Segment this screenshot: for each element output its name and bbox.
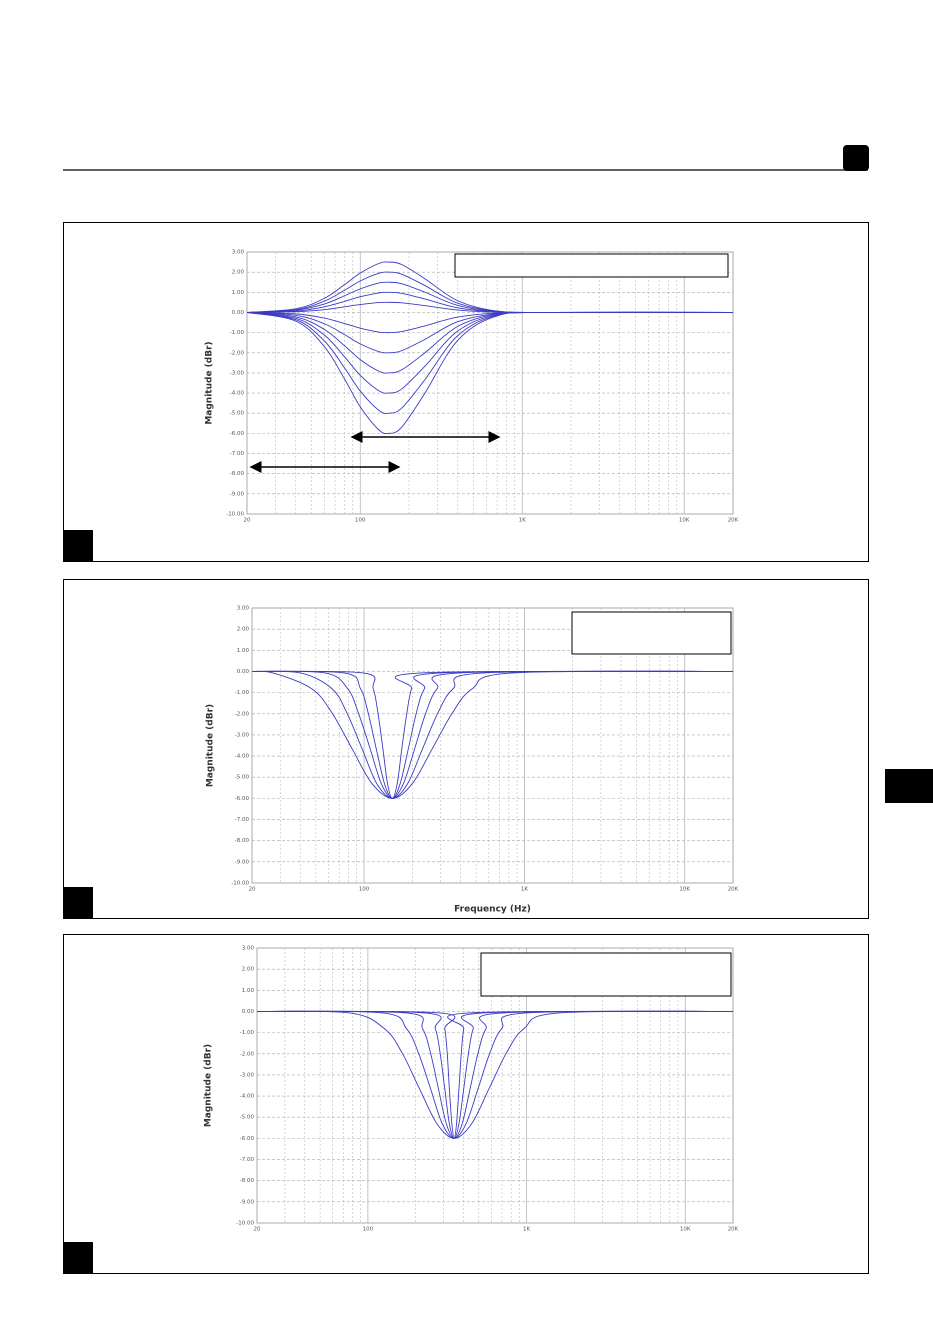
y-tick-label: -1.00 (235, 690, 250, 696)
y-tick-label: -7.00 (230, 451, 245, 457)
y-tick-label: -1.00 (240, 1030, 255, 1036)
y-tick-label: -2.00 (230, 350, 245, 356)
y-axis-label: Magnitude (dBr) (206, 704, 216, 787)
response-curve (251, 670, 734, 799)
panel-badge (63, 1242, 93, 1273)
response-curve (251, 670, 734, 799)
response-curve (256, 1010, 734, 1139)
y-tick-label: -4.00 (235, 754, 250, 760)
y-tick-label: 0.00 (237, 669, 250, 675)
panel (63, 579, 869, 919)
plots: 20 100 1K 10K 20K 3.00 2.00 1.00 0.00 -1.00 -2.00 -… (204, 250, 739, 1233)
response-curve (251, 670, 734, 799)
y-tick-label: -8.00 (240, 1178, 255, 1184)
y-tick-label: -2.00 (240, 1051, 255, 1057)
y-tick-label: -6.00 (230, 431, 245, 437)
response-curve (251, 670, 734, 799)
y-tick-label: -8.00 (230, 471, 245, 477)
y-tick-label: -5.00 (240, 1115, 255, 1121)
y-tick-label: -4.00 (240, 1094, 255, 1100)
plot-area (246, 251, 734, 515)
y-tick-label: 2.00 (242, 967, 255, 973)
y-axis-label: Magnitude (dBr) (205, 341, 215, 424)
y-tick-label: -5.00 (235, 775, 250, 781)
x-tick-label: 1K (521, 887, 528, 893)
x-tick-label: 10K (679, 518, 690, 524)
y-tick-label: -1.00 (230, 330, 245, 336)
y-tick-label: 0.00 (232, 310, 245, 316)
header-badge (843, 145, 869, 171)
x-tick-label: 20K (728, 887, 739, 893)
y-tick-label: -3.00 (235, 732, 250, 738)
y-tick-label: -9.00 (240, 1199, 255, 1205)
y-tick-label: -7.00 (235, 817, 250, 823)
y-tick-label: 0.00 (242, 1009, 255, 1015)
y-tick-label: 2.00 (237, 627, 250, 633)
y-tick-label: 3.00 (237, 606, 250, 612)
response-curve (251, 670, 734, 799)
y-tick-label: 1.00 (242, 988, 255, 994)
x-tick-label: 10K (679, 887, 690, 893)
y-tick-label: -4.00 (230, 391, 245, 397)
x-tick-label: 10K (680, 1227, 691, 1233)
y-tick-label: -5.00 (230, 411, 245, 417)
y-axis-label: Magnitude (dBr) (204, 1044, 214, 1127)
y-tick-label: -10.00 (236, 1221, 254, 1227)
x-tick-label: 20K (728, 1227, 739, 1233)
x-tick-label: 100 (363, 1227, 374, 1233)
panel (63, 934, 869, 1274)
x-tick-label: 100 (355, 518, 366, 524)
x-axis-label: Frequency (Hz) (454, 905, 531, 915)
y-tick-label: 1.00 (237, 648, 250, 654)
x-tick-label: 20 (244, 518, 251, 524)
y-tick-label: 3.00 (232, 250, 245, 256)
panel (63, 222, 869, 562)
x-tick-label: 20 (254, 1227, 261, 1233)
y-tick-label: -3.00 (240, 1072, 255, 1078)
annotation-box (454, 253, 729, 278)
y-tick-label: 3.00 (242, 946, 255, 952)
x-tick-label: 1K (523, 1227, 530, 1233)
y-tick-label: 1.00 (232, 290, 245, 296)
x-tick-label: 100 (359, 887, 370, 893)
panel-badge (63, 530, 93, 561)
y-tick-label: -8.00 (235, 838, 250, 844)
x-tick-label: 20 (249, 887, 256, 893)
panel-badge (63, 887, 93, 918)
y-tick-label: -10.00 (231, 881, 249, 887)
y-tick-label: -3.00 (230, 370, 245, 376)
y-tick-label: -9.00 (235, 859, 250, 865)
y-tick-label: -6.00 (240, 1136, 255, 1142)
x-tick-label: 1K (519, 518, 526, 524)
annotation-box (480, 952, 732, 997)
side-tab (885, 769, 933, 803)
y-tick-label: -7.00 (240, 1157, 255, 1163)
x-tick-label: 20K (728, 518, 739, 524)
y-tick-label: -6.00 (235, 796, 250, 802)
y-tick-label: -10.00 (226, 512, 244, 518)
annotation-box (571, 611, 732, 655)
y-tick-label: -2.00 (235, 711, 250, 717)
y-tick-label: 2.00 (232, 270, 245, 276)
y-tick-label: -9.00 (230, 491, 245, 497)
